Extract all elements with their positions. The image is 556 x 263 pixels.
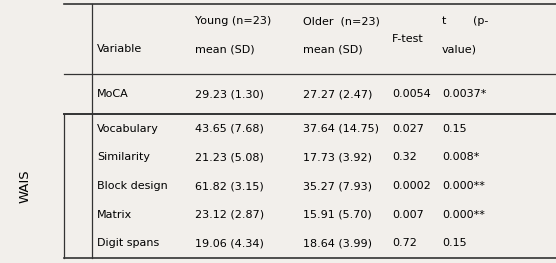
Text: 0.32: 0.32 — [392, 152, 417, 163]
Text: 18.64 (3.99): 18.64 (3.99) — [303, 238, 372, 249]
Text: 0.0002: 0.0002 — [392, 181, 431, 191]
Text: mean (SD): mean (SD) — [195, 45, 254, 55]
Text: Vocabulary: Vocabulary — [97, 124, 159, 134]
Text: 15.91 (5.70): 15.91 (5.70) — [303, 210, 372, 220]
Text: 0.000**: 0.000** — [442, 181, 485, 191]
Text: t: t — [442, 16, 446, 26]
Text: MoCA: MoCA — [97, 89, 129, 99]
Text: 61.82 (3.15): 61.82 (3.15) — [195, 181, 264, 191]
Text: Matrix: Matrix — [97, 210, 132, 220]
Text: 43.65 (7.68): 43.65 (7.68) — [195, 124, 264, 134]
Text: 0.027: 0.027 — [392, 124, 424, 134]
Text: 21.23 (5.08): 21.23 (5.08) — [195, 152, 264, 163]
Text: 23.12 (2.87): 23.12 (2.87) — [195, 210, 264, 220]
Text: 37.64 (14.75): 37.64 (14.75) — [303, 124, 379, 134]
Text: 0.72: 0.72 — [392, 238, 417, 249]
Text: 19.06 (4.34): 19.06 (4.34) — [195, 238, 264, 249]
Text: 0.0054: 0.0054 — [392, 89, 431, 99]
Text: 0.15: 0.15 — [442, 238, 466, 249]
Text: 0.008*: 0.008* — [442, 152, 479, 163]
Text: 0.15: 0.15 — [442, 124, 466, 134]
Text: Digit spans: Digit spans — [97, 238, 160, 249]
Text: (p-: (p- — [473, 16, 488, 26]
Text: value): value) — [442, 45, 477, 55]
Text: Older  (n=23): Older (n=23) — [303, 16, 380, 26]
Text: Young (n=23): Young (n=23) — [195, 16, 271, 26]
Text: Block design: Block design — [97, 181, 168, 191]
Text: mean (SD): mean (SD) — [303, 45, 363, 55]
Text: 0.007: 0.007 — [392, 210, 424, 220]
Text: 35.27 (7.93): 35.27 (7.93) — [303, 181, 372, 191]
Text: 0.0037*: 0.0037* — [442, 89, 486, 99]
Text: WAIS: WAIS — [18, 169, 32, 203]
Text: 27.27 (2.47): 27.27 (2.47) — [303, 89, 373, 99]
Text: Similarity: Similarity — [97, 152, 150, 163]
Text: 17.73 (3.92): 17.73 (3.92) — [303, 152, 372, 163]
Text: F-test: F-test — [392, 34, 424, 44]
Text: 29.23 (1.30): 29.23 (1.30) — [195, 89, 264, 99]
Text: Variable: Variable — [97, 44, 142, 54]
Text: 0.000**: 0.000** — [442, 210, 485, 220]
